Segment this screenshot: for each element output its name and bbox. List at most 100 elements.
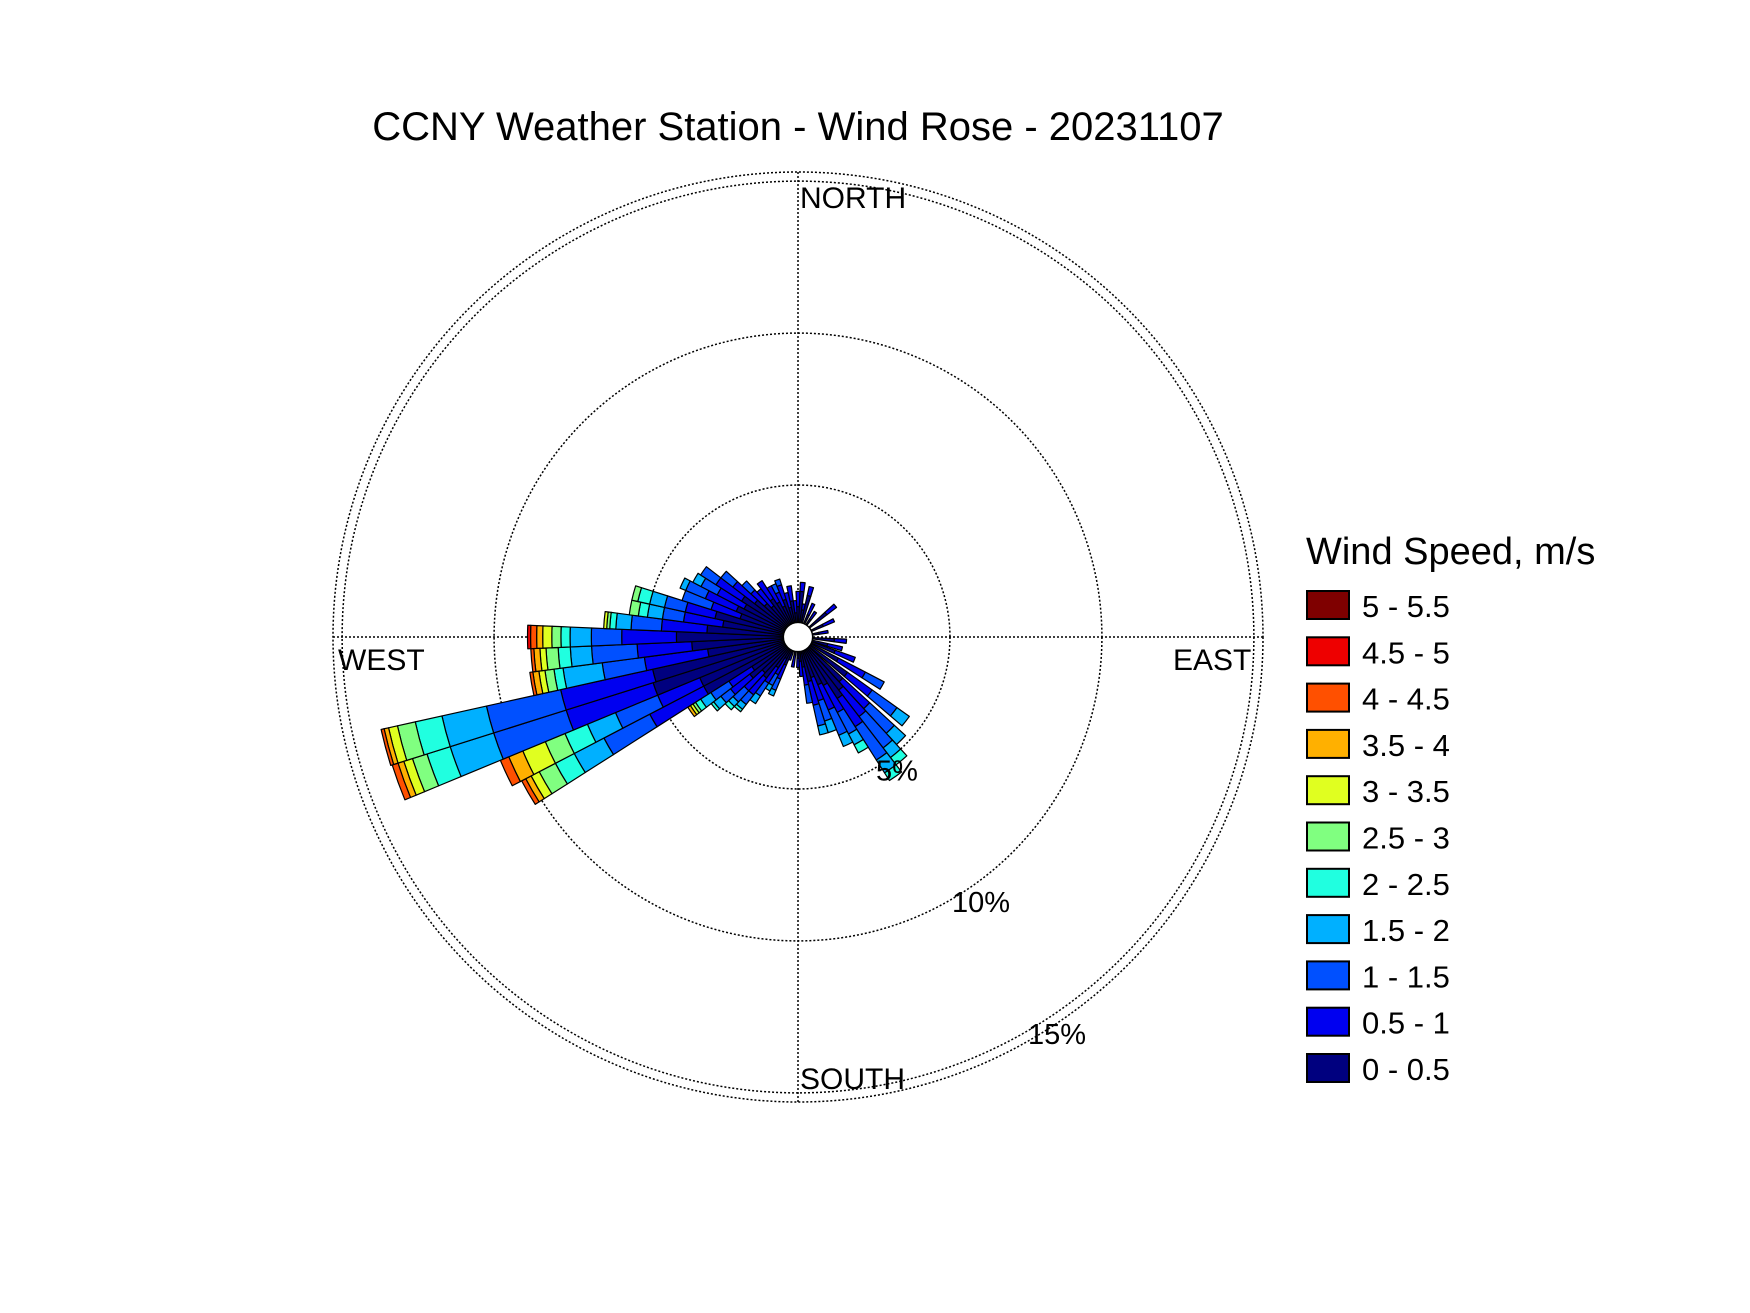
legend-swatch [1306, 1053, 1350, 1083]
petal-275-segment [603, 611, 609, 630]
petal-310-segment [720, 570, 739, 588]
petal-15-segment [806, 585, 815, 598]
legend-title: Wind Speed, m/s [1306, 531, 1595, 573]
legend-item: 0.5 - 1 [1306, 1006, 1450, 1041]
legend-swatch [1306, 682, 1350, 713]
petal-270-segment [590, 627, 623, 647]
petal-265-segment [557, 646, 573, 669]
petal-80 [810, 629, 829, 636]
legend-item: 1.5 - 2 [1306, 913, 1450, 948]
legend-swatch [1306, 728, 1350, 759]
legend-label: 2.5 - 3 [1362, 821, 1450, 856]
petal-112-segment [833, 649, 856, 663]
petal-350 [786, 585, 797, 625]
legend-item: 0 - 0.5 [1306, 1052, 1450, 1087]
legend-item: 4.5 - 5 [1306, 635, 1450, 670]
petal-270-segment [560, 626, 571, 648]
petal-15 [800, 585, 815, 625]
legend-label: 1.5 - 2 [1362, 913, 1450, 948]
petal-355-segment [792, 599, 798, 614]
petal-305-segment [699, 566, 722, 586]
legend-item: 4 - 4.5 [1306, 682, 1450, 717]
petal-95-segment [833, 637, 848, 644]
direction-label-south: SOUTH [800, 1063, 905, 1096]
petal-95 [810, 636, 848, 644]
legend-swatch [1306, 775, 1350, 806]
petal-180-segment [796, 657, 800, 668]
legend-item: 5 - 5.5 [1306, 589, 1450, 624]
petal-50-segment [824, 603, 838, 616]
legend-label: 5 - 5.5 [1362, 589, 1450, 624]
petal-275-segment [615, 612, 633, 631]
ring-label-15: 15% [1028, 1019, 1086, 1051]
petal-165-segment [817, 723, 829, 736]
legend-label: 3.5 - 4 [1362, 728, 1450, 763]
petal-235 [687, 643, 788, 718]
petal-250 [391, 640, 786, 801]
petal-260-segment [529, 671, 538, 697]
petal-5-segment [799, 581, 806, 593]
petal-255 [380, 639, 786, 767]
legend: Wind Speed, m/s 5 - 5.5 4.5 - 5 4 - 4.5 3.5… [1306, 531, 1595, 1087]
petal-355 [792, 599, 799, 625]
legend-label: 4 - 4.5 [1362, 682, 1450, 717]
petal-270-segment [569, 626, 593, 648]
ring-label-10: 10% [952, 887, 1010, 919]
petal-280-segment [628, 599, 642, 617]
legend-swatch [1306, 914, 1350, 945]
petal-270-segment [526, 624, 532, 650]
petal-325-segment [756, 580, 775, 602]
petal-155-segment [838, 730, 854, 748]
legend-swatch [1306, 821, 1350, 852]
petal-145-segment [883, 764, 903, 782]
petal-270-segment [536, 624, 544, 650]
petal-180 [796, 650, 800, 668]
petal-190-segment [790, 654, 797, 668]
petal-140 [805, 646, 908, 766]
petal-128-segment [889, 706, 910, 727]
legend-label: 2 - 2.5 [1362, 867, 1450, 902]
petal-65 [809, 618, 836, 633]
legend-label: 0.5 - 1 [1362, 1006, 1450, 1041]
legend-item: 2.5 - 3 [1306, 821, 1450, 856]
petal-35-segment [808, 610, 818, 621]
direction-label-north: NORTH [800, 182, 906, 215]
petal-270-segment [551, 625, 562, 649]
legend-swatch [1306, 960, 1350, 991]
petal-315-segment [741, 580, 756, 595]
direction-label-west: WEST [338, 644, 425, 677]
petal-170-segment [803, 683, 814, 704]
legend-item: 3.5 - 4 [1306, 728, 1450, 763]
petal-295 [679, 577, 787, 633]
petal-295-segment [679, 577, 691, 592]
petal-340 [774, 578, 795, 625]
calm-circle [782, 621, 814, 653]
petal-275 [603, 611, 786, 638]
direction-label-east: EAST [1173, 644, 1251, 677]
petal-120 [808, 642, 885, 690]
chart-title: CCNY Weather Station - Wind Rose - 20231… [372, 105, 1224, 149]
ring-labels: 5% 10% 15% [876, 756, 1086, 1051]
petal-175-segment [798, 660, 804, 678]
petal-270-segment [529, 624, 538, 650]
legend-swatch [1306, 636, 1350, 667]
petal-265-segment [569, 645, 594, 668]
legend-swatch [1306, 867, 1350, 898]
legend-item: 3 - 3.5 [1306, 774, 1450, 809]
legend-label: 1 - 1.5 [1362, 959, 1450, 994]
petal-340-segment [774, 578, 783, 588]
legend-swatch [1306, 590, 1350, 620]
calm-center [782, 621, 814, 653]
legend-label: 4.5 - 5 [1362, 635, 1450, 670]
ring-label-5: 5% [876, 756, 918, 788]
petal-128 [807, 644, 910, 727]
petal-270-segment [542, 625, 553, 649]
petal-350-segment [786, 585, 794, 602]
legend-label: 3 - 3.5 [1362, 774, 1450, 809]
legend-items: 5 - 5.5 4.5 - 5 4 - 4.5 3.5 - 4 3 - 3.5 2.5 -… [1306, 589, 1450, 1087]
petal-120-segment [861, 671, 885, 690]
legend-label: 0 - 0.5 [1362, 1052, 1450, 1087]
petal-65-segment [821, 618, 836, 628]
petal-285-segment [631, 585, 643, 603]
